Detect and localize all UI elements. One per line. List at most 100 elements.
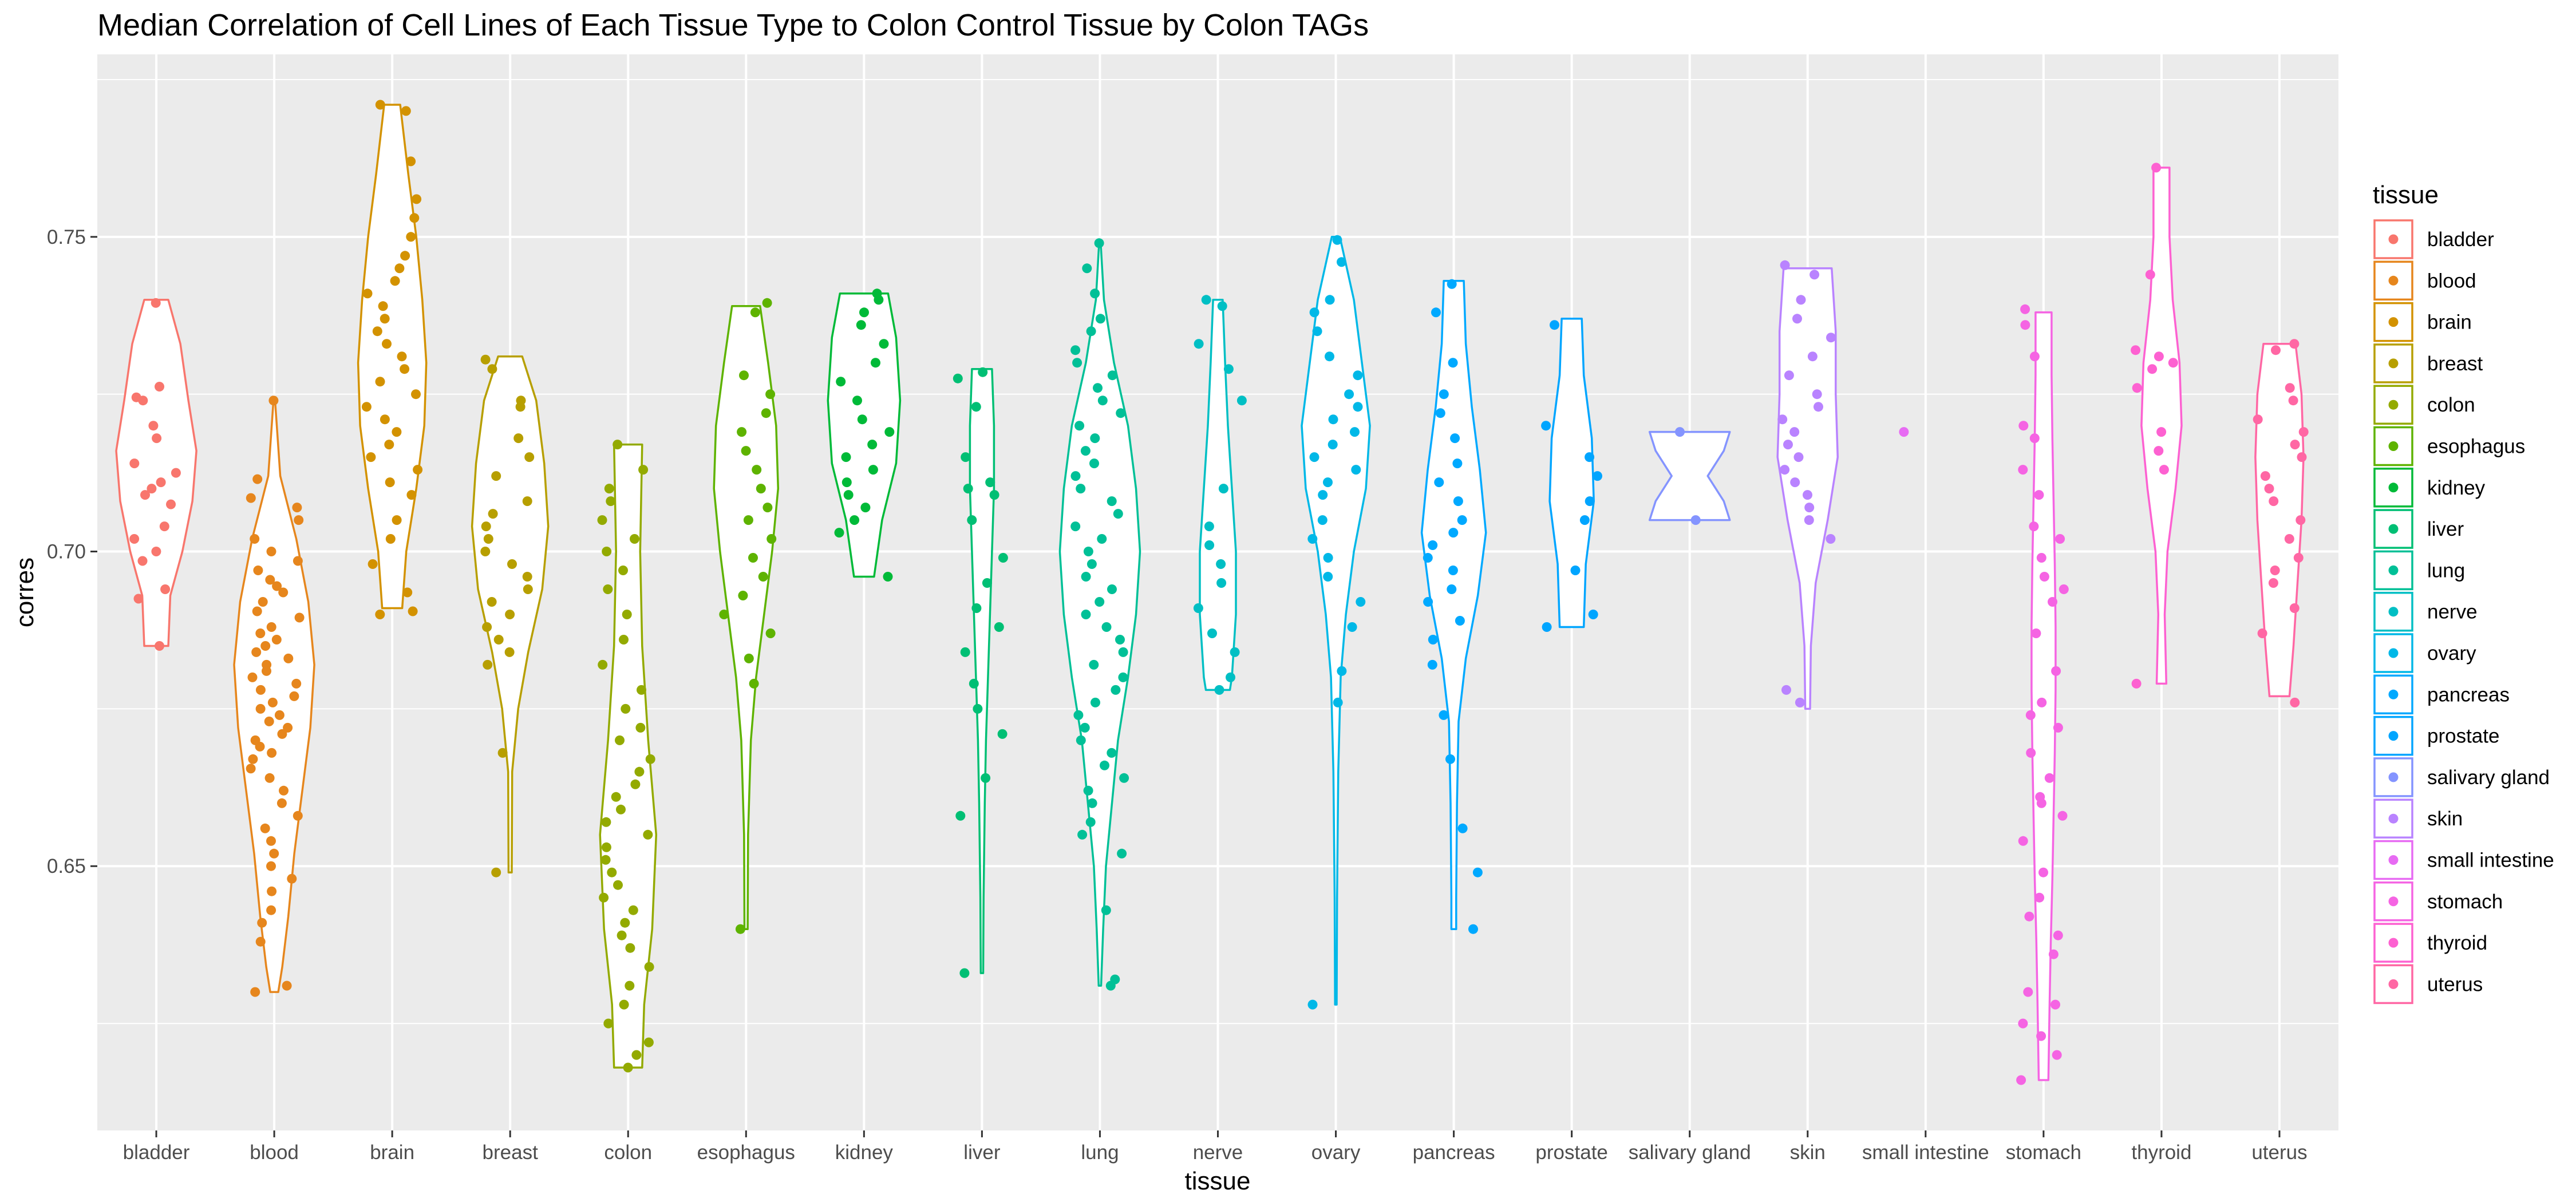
data-point: [843, 490, 854, 500]
data-point: [2050, 999, 2060, 1010]
data-point: [978, 367, 988, 377]
data-point: [269, 848, 279, 859]
data-point: [1076, 484, 1086, 494]
data-point: [841, 477, 852, 488]
data-point: [2289, 603, 2300, 613]
data-point: [765, 628, 776, 638]
data-point: [600, 855, 611, 865]
data-point: [1795, 697, 1805, 707]
data-point: [635, 722, 646, 733]
data-point: [1541, 421, 1551, 431]
data-point: [1085, 817, 1096, 827]
data-point: [637, 685, 646, 695]
legend-label: breast: [2427, 353, 2483, 375]
data-point: [524, 452, 535, 462]
data-point: [1082, 263, 1092, 274]
x-tick-label: small intestine: [1862, 1141, 1989, 1164]
data-point: [1826, 333, 1836, 343]
data-point: [1423, 553, 1433, 563]
legend-label: lung: [2427, 559, 2465, 582]
data-point: [406, 232, 416, 242]
violin-pancreas: [1420, 280, 1487, 930]
data-point: [1080, 722, 1090, 733]
data-point: [1351, 465, 1361, 475]
legend-label: prostate: [2427, 725, 2499, 748]
data-point: [1083, 547, 1093, 556]
data-point: [967, 515, 977, 525]
data-point: [1457, 823, 1468, 833]
data-point: [1570, 566, 1581, 575]
data-point: [638, 465, 649, 475]
data-point: [266, 905, 276, 915]
data-point: [289, 691, 299, 701]
data-point: [2016, 1075, 2026, 1085]
data-point: [1328, 414, 1338, 425]
legend-item: brain: [2373, 302, 2472, 342]
x-tick-label: liver: [963, 1141, 1001, 1164]
data-point: [507, 559, 517, 569]
data-point: [883, 572, 893, 582]
data-point: [1226, 672, 1235, 682]
legend-item: bladder: [2373, 219, 2494, 259]
data-point: [2048, 949, 2059, 959]
violin-brain: [357, 104, 428, 610]
data-point: [1105, 980, 1116, 991]
data-point: [1218, 484, 1228, 494]
data-point: [1350, 427, 1360, 437]
data-point: [2034, 490, 2044, 500]
data-point: [2151, 163, 2162, 173]
data-point: [748, 553, 758, 563]
legend-item: lung: [2373, 550, 2465, 591]
violin-salivary-gland: [1648, 430, 1731, 521]
data-point: [264, 773, 275, 783]
data-point: [1804, 503, 1815, 513]
x-tick-label: kidney: [835, 1141, 894, 1164]
data-point: [246, 493, 256, 503]
data-point: [1090, 433, 1100, 444]
data-point: [2147, 364, 2158, 374]
data-point: [644, 962, 654, 972]
data-point: [1118, 647, 1128, 657]
legend-item: ovary: [2373, 633, 2476, 673]
data-point: [482, 622, 492, 632]
data-point: [283, 653, 294, 663]
data-point: [2029, 521, 2039, 532]
data-point: [483, 659, 493, 670]
x-tick-label: esophagus: [697, 1141, 795, 1164]
legend-key: [2373, 757, 2413, 797]
data-point: [411, 389, 421, 400]
data-point: [874, 295, 884, 305]
data-point: [372, 326, 382, 337]
data-point: [2053, 722, 2063, 733]
data-point: [1107, 370, 1117, 381]
data-point: [1790, 477, 1800, 488]
y-tick-label: 0.65: [47, 855, 86, 877]
data-point: [255, 703, 266, 714]
data-point: [287, 873, 297, 884]
legend-item: breast: [2373, 343, 2483, 383]
data-point: [1307, 999, 1318, 1010]
data-point: [959, 968, 970, 978]
data-point: [406, 490, 417, 500]
legend-item: liver: [2373, 509, 2464, 549]
data-point: [879, 339, 889, 349]
data-point: [2048, 597, 2057, 607]
data-point: [2029, 351, 2040, 362]
violin-nerve: [1199, 299, 1237, 691]
data-point: [1307, 534, 1318, 544]
legend-item: kidney: [2373, 468, 2486, 508]
data-point: [262, 666, 271, 676]
data-point: [2029, 433, 2040, 444]
data-point: [378, 301, 388, 311]
data-point: [248, 754, 258, 764]
data-point: [2293, 553, 2304, 563]
data-point: [1439, 710, 1449, 720]
data-point: [171, 468, 181, 478]
data-point: [400, 364, 410, 374]
legend-key-dot: [2388, 607, 2399, 617]
legend-key-dot: [2388, 524, 2399, 534]
data-point: [749, 678, 759, 689]
data-point: [603, 1018, 614, 1029]
data-point: [1812, 389, 1822, 400]
data-point: [859, 307, 869, 318]
